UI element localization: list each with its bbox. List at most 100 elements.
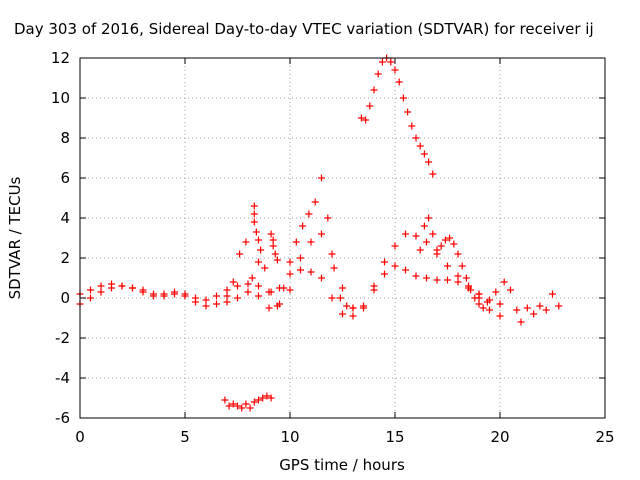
data-point: [192, 298, 199, 306]
data-point: [311, 198, 319, 206]
data-point: [150, 290, 157, 298]
data-point: [271, 250, 279, 258]
data-point: [223, 298, 231, 306]
data-point: [242, 238, 250, 246]
data-point: [87, 294, 94, 302]
y-tick-label: -6: [55, 409, 70, 427]
series-tail-19-23: [475, 278, 563, 326]
data-point: [454, 272, 462, 280]
data-point: [420, 222, 428, 230]
data-point: [429, 170, 437, 178]
data-point: [408, 122, 416, 130]
data-point: [475, 290, 483, 298]
data-point: [297, 266, 304, 274]
data-point: [433, 276, 441, 284]
data-point: [108, 284, 115, 292]
data-point: [250, 218, 258, 226]
chart-title: Day 303 of 2016, Sidereal Day-to-day VTE…: [14, 20, 594, 38]
data-point: [267, 288, 275, 296]
data-point: [97, 288, 105, 296]
x-tick-label: 10: [280, 428, 299, 446]
data-point: [318, 230, 325, 238]
data-point: [273, 256, 281, 264]
data-point: [255, 292, 262, 300]
data-point: [255, 396, 262, 404]
data-point: [500, 278, 508, 286]
series-high-arc: [357, 54, 437, 178]
data-point: [225, 402, 233, 410]
y-tick-label: 12: [51, 49, 70, 67]
data-point: [549, 290, 556, 298]
data-point: [286, 286, 294, 294]
data-point: [129, 284, 136, 292]
data-point: [265, 304, 273, 312]
data-point: [339, 284, 346, 292]
data-point: [441, 236, 449, 244]
data-point: [437, 242, 445, 250]
data-point: [444, 262, 451, 270]
series-spikes-8-9: [250, 202, 281, 264]
data-point: [280, 284, 288, 292]
data-point: [467, 286, 475, 294]
data-point: [444, 276, 451, 284]
data-point: [433, 246, 441, 254]
data-point: [387, 58, 395, 66]
data-point: [462, 274, 470, 282]
data-point: [244, 280, 252, 288]
data-point: [381, 270, 388, 278]
x-tick-label: 5: [180, 428, 190, 446]
data-point: [234, 402, 241, 410]
data-point: [555, 302, 563, 310]
data-point: [416, 246, 424, 254]
data-point: [391, 262, 399, 270]
data-point: [391, 66, 399, 74]
data-point: [87, 286, 94, 294]
data-point: [420, 150, 428, 158]
data-point: [234, 282, 241, 290]
series-hump-16-18: [416, 214, 487, 312]
data-point: [536, 302, 544, 310]
data-point: [246, 404, 254, 412]
data-point: [366, 102, 374, 110]
data-point: [267, 394, 275, 402]
y-tick-label: -4: [55, 369, 70, 387]
data-point: [454, 250, 462, 258]
data-point: [299, 222, 307, 230]
data-point: [261, 264, 269, 272]
data-point: [370, 286, 378, 294]
x-tick-label: 25: [595, 428, 614, 446]
data-point: [269, 242, 277, 250]
grid-layer: [80, 58, 605, 418]
series-low-cluster: [221, 392, 275, 412]
data-point: [229, 278, 237, 286]
data-point: [236, 250, 244, 258]
y-tick-label: 10: [51, 89, 70, 107]
data-point: [483, 298, 491, 306]
x-tick-label: 0: [75, 428, 85, 446]
data-point: [242, 400, 250, 408]
data-point: [139, 286, 147, 294]
data-point: [286, 258, 294, 266]
series-rise-7-12: [223, 174, 357, 312]
data-point: [238, 404, 246, 412]
axis-ticks: 0 5 10 15 20 25 -6 -4 -2 0 2 4 6 8 10 12: [51, 49, 615, 446]
data-point: [273, 302, 281, 310]
data-point: [307, 268, 315, 276]
data-point: [250, 202, 258, 210]
data-marks: [76, 54, 563, 412]
data-point: [391, 242, 399, 250]
data-point: [542, 306, 550, 314]
data-point: [523, 304, 531, 312]
data-point: [223, 292, 231, 300]
data-point: [229, 400, 237, 408]
data-point: [471, 294, 479, 302]
data-point: [255, 282, 262, 290]
data-point: [250, 398, 258, 406]
data-point: [330, 264, 338, 272]
data-point: [507, 286, 514, 294]
data-point: [248, 274, 256, 282]
data-point: [370, 86, 378, 94]
data-point: [263, 392, 271, 400]
data-point: [221, 396, 229, 404]
